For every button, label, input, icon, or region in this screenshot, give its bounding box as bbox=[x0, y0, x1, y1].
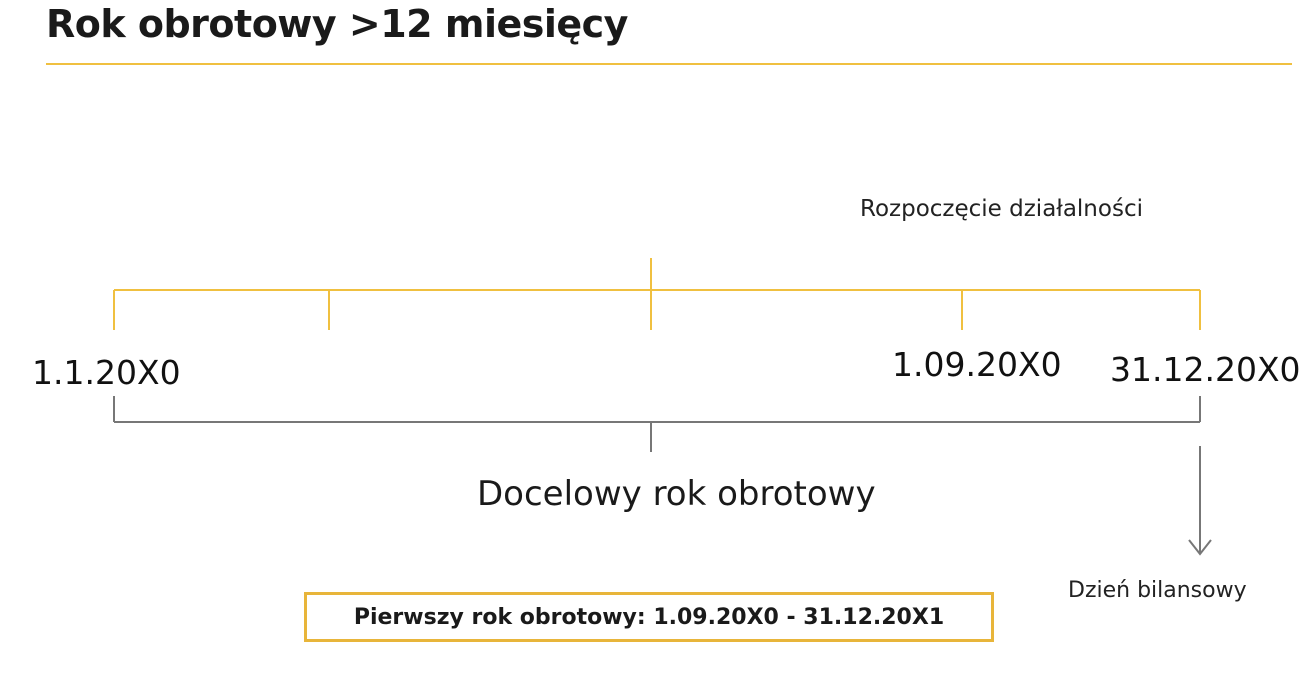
target-fiscal-year-label: Docelowy rok obrotowy bbox=[477, 474, 876, 514]
balance-day-label: Dzień bilansowy bbox=[1068, 578, 1247, 603]
date-end: 31.12.20X0 bbox=[1110, 350, 1301, 389]
first-fiscal-year-box: Pierwszy rok obrotowy: 1.09.20X0 - 31.12… bbox=[304, 592, 994, 642]
first-fiscal-year-text: Pierwszy rok obrotowy: 1.09.20X0 - 31.12… bbox=[353, 604, 945, 630]
date-start: 1.1.20X0 bbox=[32, 353, 181, 392]
gray-target-year-bracket bbox=[113, 396, 1201, 452]
date-business-start: 1.09.20X0 bbox=[892, 345, 1062, 384]
balance-day-arrow bbox=[1188, 446, 1212, 556]
arrow-head bbox=[1188, 539, 1212, 556]
title-underline bbox=[46, 63, 1292, 65]
yellow-timeline-bracket bbox=[113, 258, 1201, 330]
business-start-label: Rozpoczęcie działalności bbox=[860, 196, 1143, 222]
slide-title: Rok obrotowy >12 miesięcy bbox=[46, 2, 628, 46]
